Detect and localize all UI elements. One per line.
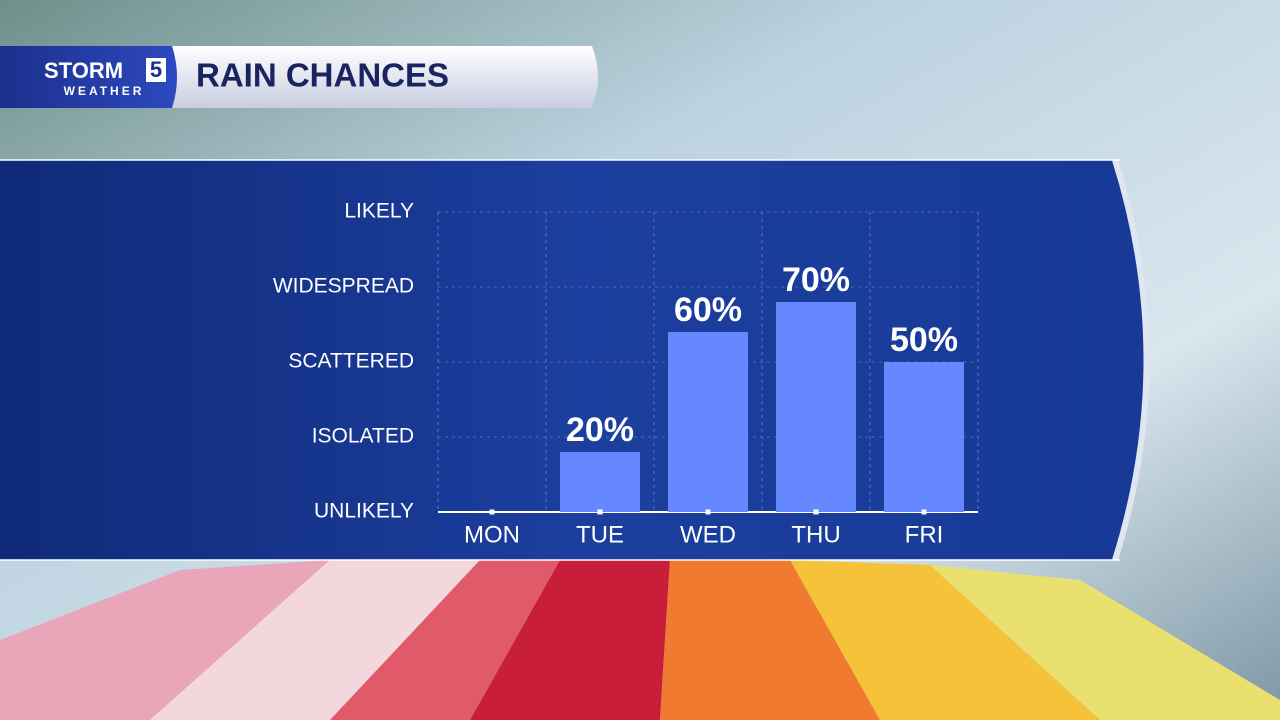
y-tick-label: UNLIKELY <box>314 500 414 523</box>
logo-number: 5 <box>150 57 162 82</box>
logo-brand: STORM <box>44 58 123 83</box>
value-label: 70% <box>782 261 850 299</box>
y-tick-label: SCATTERED <box>288 350 414 373</box>
x-tick-label: TUE <box>576 521 624 548</box>
panel-rim <box>1112 159 1150 561</box>
x-tick-label: MON <box>464 521 520 548</box>
y-tick-label: ISOLATED <box>312 425 414 448</box>
bar <box>884 362 964 512</box>
x-tick-mark <box>597 509 603 515</box>
value-label: 20% <box>566 411 634 449</box>
umbrella <box>0 560 1280 720</box>
x-tick-mark <box>813 509 819 515</box>
value-label: 60% <box>674 291 742 329</box>
x-tick-label: FRI <box>905 521 944 548</box>
y-tick-label: LIKELY <box>344 200 414 223</box>
logo-block <box>0 46 177 108</box>
x-tick-mark <box>921 509 927 515</box>
x-tick-label: WED <box>680 521 736 548</box>
value-label: 50% <box>890 321 958 359</box>
x-tick-label: THU <box>791 521 840 548</box>
x-tick-mark <box>705 509 711 515</box>
bar <box>668 332 748 512</box>
x-tick-mark <box>489 509 495 515</box>
logo-tagline: WEATHER <box>64 84 145 98</box>
bar <box>776 302 856 512</box>
logo-badge <box>146 58 166 82</box>
chart-title: RAIN CHANCES <box>196 57 449 94</box>
chart-panel <box>0 160 1147 560</box>
bar <box>560 452 640 512</box>
y-tick-label: WIDESPREAD <box>273 275 414 298</box>
